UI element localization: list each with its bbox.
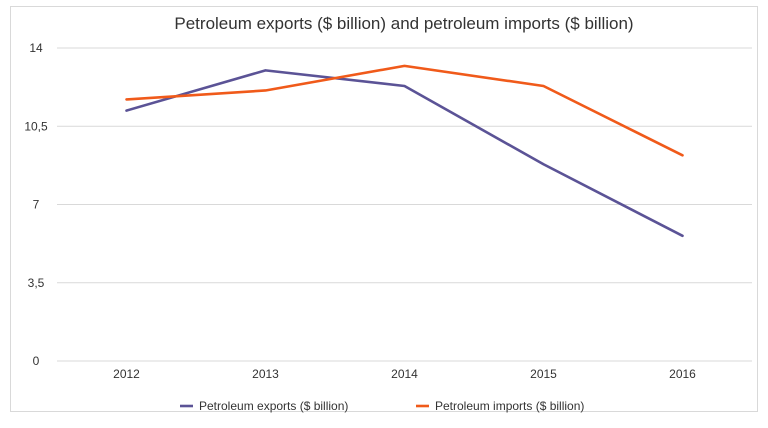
x-tick-label: 2014 (391, 367, 418, 381)
chart-title: Petroleum exports ($ billion) and petrol… (174, 14, 633, 33)
y-tick-label: 7 (33, 198, 40, 212)
series-lines (125, 64, 684, 238)
legend-label: Petroleum exports ($ billion) (199, 399, 348, 413)
y-tick-label: 0 (33, 354, 40, 368)
y-tick-label: 10,5 (24, 119, 48, 133)
y-tick-label: 3,5 (28, 276, 45, 290)
x-tick-label: 2012 (113, 367, 140, 381)
y-tick-label: 14 (29, 41, 43, 55)
x-tick-label: 2013 (252, 367, 279, 381)
y-axis-ticks: 0 3,5 7 10,5 14 (24, 41, 48, 368)
x-tick-label: 2015 (530, 367, 557, 381)
legend-label: Petroleum imports ($ billion) (435, 399, 584, 413)
chart-frame (10, 6, 758, 412)
series-line-2 (125, 64, 684, 157)
gridlines (57, 47, 752, 362)
legend: Petroleum exports ($ billion) Petroleum i… (180, 399, 584, 413)
x-axis-ticks: 2012 2013 2014 2015 2016 (113, 367, 696, 381)
x-tick-label: 2016 (669, 367, 696, 381)
